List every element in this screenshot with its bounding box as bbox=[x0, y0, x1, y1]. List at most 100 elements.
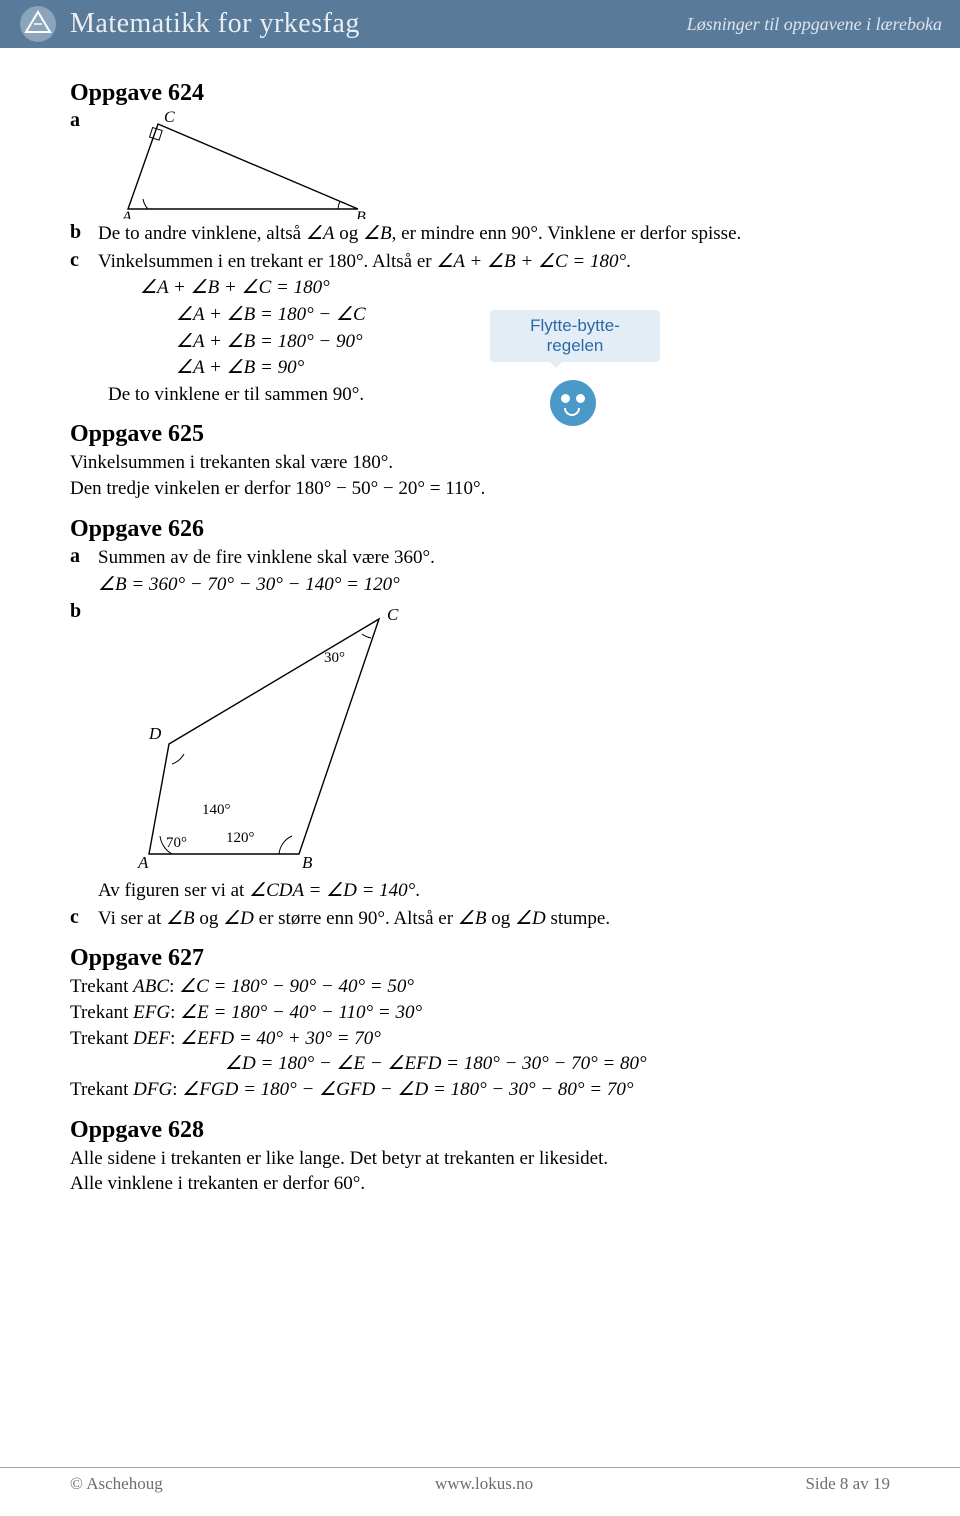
fig624-label-C: C bbox=[164, 109, 175, 126]
ang-140: 140° bbox=[202, 802, 231, 818]
t: , er mindre enn bbox=[392, 223, 512, 244]
v: 60° bbox=[334, 1173, 361, 1194]
line-627-5: Trekant DFG: ∠FGD = 180° − ∠GFD − ∠D = 1… bbox=[70, 1077, 890, 1103]
m: ∠A bbox=[306, 223, 335, 244]
t: stumpe. bbox=[546, 908, 610, 929]
v: 90° bbox=[333, 384, 360, 405]
fig624-label-A: A bbox=[121, 209, 132, 219]
line-627-3: Trekant DEF: ∠EFD = 40° + 30° = 70° bbox=[70, 1026, 890, 1052]
eq-624-1: ∠A + ∠B + ∠C = 180° bbox=[140, 275, 890, 301]
m: ∠FGD = 180° − ∠GFD − ∠D = 180° − 30° − 8… bbox=[182, 1079, 633, 1100]
m: ∠D bbox=[515, 908, 546, 929]
speech-bubble: Flytte-bytte-regelen bbox=[490, 310, 660, 362]
t: og bbox=[486, 908, 515, 929]
figure-626-quadrilateral: 70° 120° 30° 140° A B C D bbox=[124, 604, 424, 874]
page-content: Oppgave 624 a A B C b De to andre vinkle… bbox=[0, 48, 960, 1197]
t: . Altså er bbox=[385, 908, 458, 929]
t: er større enn bbox=[254, 908, 358, 929]
header-left: Matematikk for yrkesfag bbox=[18, 4, 360, 44]
footer-left: © Aschehoug bbox=[70, 1474, 163, 1494]
line-624b: De to andre vinklene, altså ∠A og ∠B, er… bbox=[98, 221, 890, 247]
ang-30: 30° bbox=[324, 650, 345, 666]
header-title: Matematikk for yrkesfag bbox=[70, 8, 360, 40]
v: 180° bbox=[327, 251, 363, 272]
v: 180° bbox=[352, 452, 388, 473]
line-624c: Vinkelsummen i en trekant er 180°. Altså… bbox=[98, 249, 890, 275]
m: ∠A + ∠B + ∠C = 180° bbox=[436, 251, 626, 272]
part-label-624b: b bbox=[70, 221, 98, 247]
part-label-626a: a bbox=[70, 545, 98, 598]
speech-group: Flytte-bytte-regelen bbox=[490, 310, 660, 426]
t: og bbox=[335, 223, 364, 244]
t: : bbox=[169, 976, 179, 997]
footer-center: www.lokus.no bbox=[435, 1474, 533, 1494]
header-bar: Matematikk for yrkesfag Løsninger til op… bbox=[0, 0, 960, 48]
t: . Vinklene er derfor spisse. bbox=[538, 223, 741, 244]
figure-624-triangle: A B C bbox=[98, 109, 378, 219]
line-627-2: Trekant EFG: ∠E = 180° − 40° − 110° = 30… bbox=[70, 1000, 890, 1026]
line-627-1: Trekant ABC: ∠C = 180° − 90° − 40° = 50° bbox=[70, 974, 890, 1000]
t: Trekant bbox=[70, 976, 133, 997]
header-subtitle: Løsninger til oppgavene i læreboka bbox=[687, 14, 942, 35]
t: Summen av de fire vinklene skal være bbox=[98, 547, 394, 568]
line-625-2: Den tredje vinkelen er derfor 180° − 50°… bbox=[70, 476, 890, 502]
t: Alle vinklene i trekanten er derfor bbox=[70, 1173, 334, 1194]
n: ABC bbox=[133, 976, 169, 997]
fig626-label-D: D bbox=[148, 724, 162, 743]
t: De to andre vinklene, altså bbox=[98, 223, 306, 244]
fig626-label-C: C bbox=[387, 605, 399, 624]
line-626b: Av figuren ser vi at ∠CDA = ∠D = 140°. bbox=[98, 878, 890, 904]
t: . Altså er bbox=[364, 251, 437, 272]
m: ∠D bbox=[223, 908, 254, 929]
t: Av figuren ser vi at bbox=[98, 880, 249, 901]
v: 90° bbox=[358, 908, 385, 929]
m: ∠C = 180° − 90° − 40° = 50° bbox=[179, 976, 414, 997]
part-label-624c: c bbox=[70, 249, 98, 275]
m: 180° − 50° − 20° = 110° bbox=[295, 478, 480, 499]
m: ∠EFD = 40° + 30° = 70° bbox=[180, 1028, 381, 1049]
n: DFG bbox=[133, 1079, 172, 1100]
m: ∠B bbox=[166, 908, 195, 929]
line-627-4: ∠D = 180° − ∠E − ∠EFD = 180° − 30° − 70°… bbox=[225, 1051, 890, 1077]
t: : bbox=[172, 1079, 182, 1100]
footer: © Aschehoug www.lokus.no Side 8 av 19 bbox=[0, 1467, 960, 1494]
v: 360° bbox=[394, 547, 430, 568]
line-628-2: Alle vinklene i trekanten er derfor 60°. bbox=[70, 1171, 890, 1197]
footer-right: Side 8 av 19 bbox=[805, 1474, 890, 1494]
n: EFG bbox=[133, 1002, 170, 1023]
line-626c: Vi ser at ∠B og ∠D er større enn 90°. Al… bbox=[98, 906, 890, 932]
line-626a: Summen av de fire vinklene skal være 360… bbox=[98, 545, 890, 598]
t: Trekant bbox=[70, 1002, 133, 1023]
m: ∠E = 180° − 40° − 110° = 30° bbox=[180, 1002, 422, 1023]
ang-120: 120° bbox=[226, 830, 255, 846]
fig626-label-B: B bbox=[302, 853, 313, 872]
m: ∠B bbox=[458, 908, 487, 929]
line-628-1: Alle sidene i trekanten er like lange. D… bbox=[70, 1146, 890, 1172]
t: Vi ser at bbox=[98, 908, 166, 929]
t: Vinkelsummen i trekanten skal være bbox=[70, 452, 352, 473]
line-625-1: Vinkelsummen i trekanten skal være 180°. bbox=[70, 450, 890, 476]
m: ∠B bbox=[363, 223, 392, 244]
t: Trekant bbox=[70, 1028, 133, 1049]
mascot-face-icon bbox=[550, 380, 596, 426]
eq-626a: ∠B = 360° − 70° − 30° − 140° = 120° bbox=[98, 572, 890, 598]
t: Vinkelsummen i en trekant er bbox=[98, 251, 327, 272]
fig626-label-A: A bbox=[137, 853, 149, 872]
ang-70: 70° bbox=[166, 835, 187, 851]
t: og bbox=[195, 908, 224, 929]
t: Trekant bbox=[70, 1079, 133, 1100]
part-label-626c: c bbox=[70, 906, 98, 932]
heading-624: Oppgave 624 bbox=[70, 80, 890, 107]
fig624-label-B: B bbox=[356, 209, 366, 219]
v: 90° bbox=[511, 223, 538, 244]
header-logo-icon bbox=[18, 4, 58, 44]
n: DEF bbox=[133, 1028, 170, 1049]
heading-628: Oppgave 628 bbox=[70, 1117, 890, 1144]
t: De to vinklene er til sammen bbox=[108, 384, 333, 405]
heading-627: Oppgave 627 bbox=[70, 945, 890, 972]
part-label-626b: b bbox=[70, 600, 98, 904]
heading-625: Oppgave 625 bbox=[70, 421, 890, 448]
t: : bbox=[170, 1002, 180, 1023]
t: : bbox=[170, 1028, 180, 1049]
t: Den tredje vinkelen er derfor bbox=[70, 478, 295, 499]
